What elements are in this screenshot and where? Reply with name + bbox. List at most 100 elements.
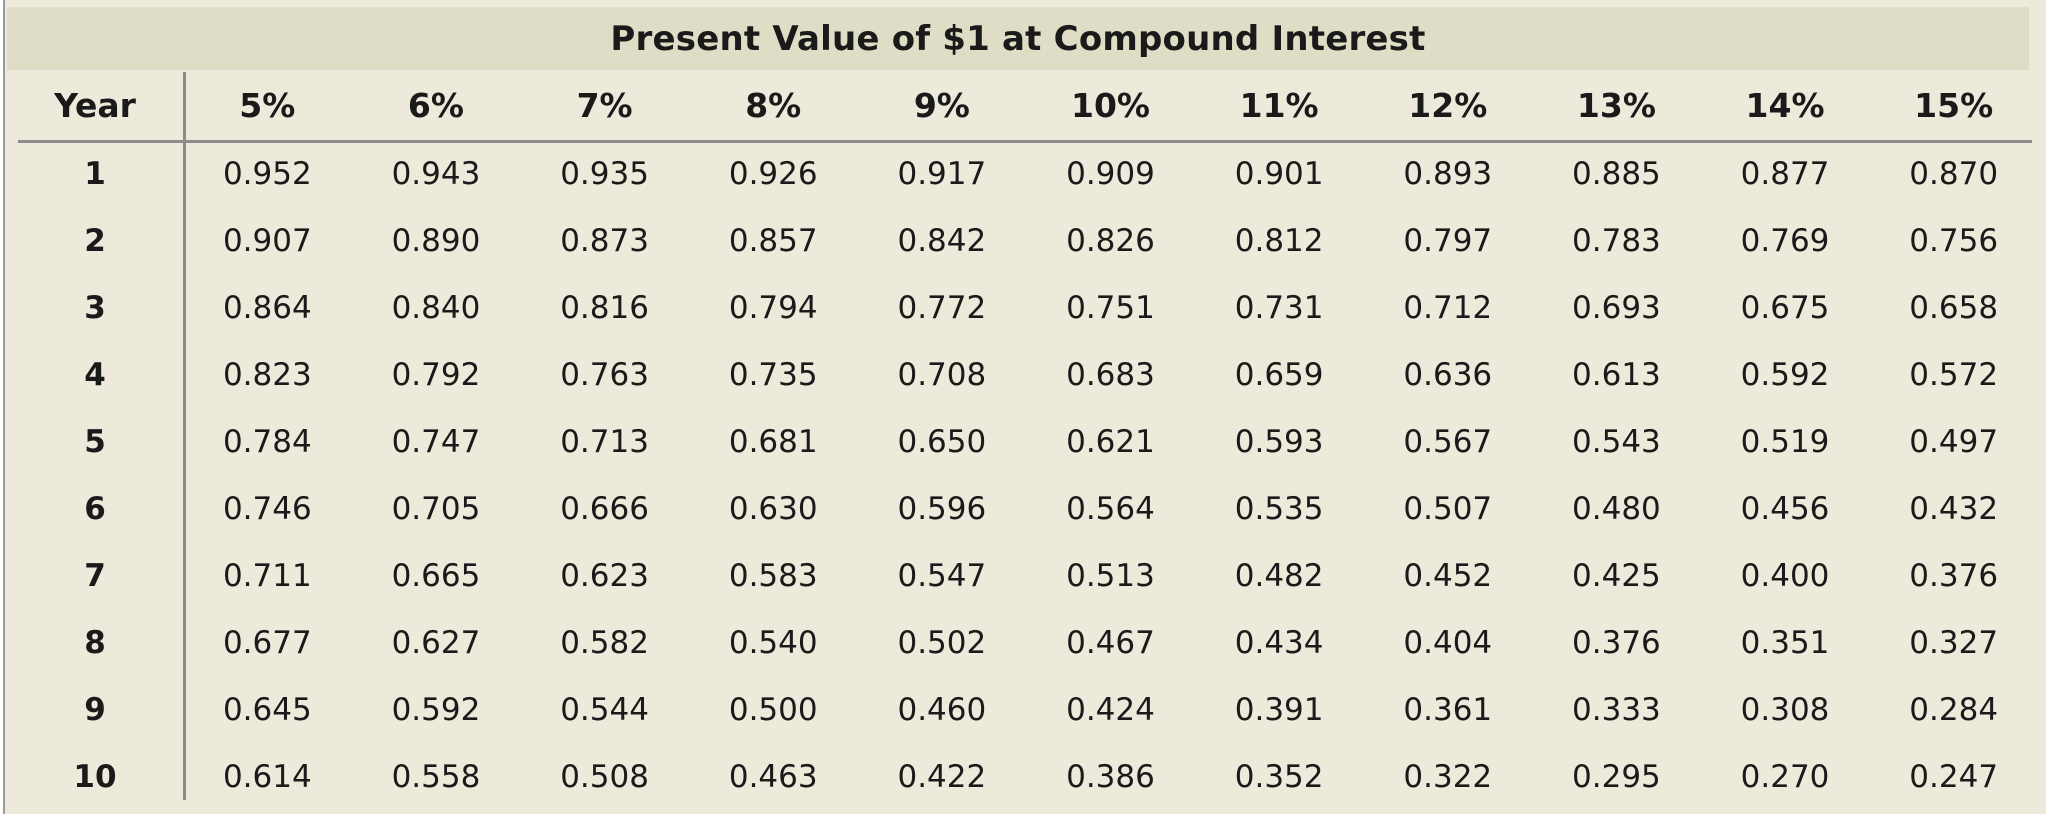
value-cell: 0.547 bbox=[897, 557, 987, 594]
value-cell: 0.885 bbox=[1572, 155, 1661, 192]
value-cell: 0.792 bbox=[391, 356, 481, 393]
year-cell: 4 bbox=[84, 356, 106, 393]
value-cell: 0.659 bbox=[1234, 356, 1324, 393]
value-cell: 0.769 bbox=[1740, 222, 1830, 259]
value-cell: 0.543 bbox=[1572, 423, 1661, 460]
value-cell: 0.583 bbox=[728, 557, 818, 594]
value-cell: 0.614 bbox=[222, 758, 312, 795]
value-cell: 0.917 bbox=[897, 155, 987, 192]
rate-column-header: 12% bbox=[1408, 85, 1488, 125]
year-cell: 5 bbox=[84, 423, 106, 460]
value-cell: 0.519 bbox=[1740, 423, 1830, 460]
value-cell: 0.425 bbox=[1572, 557, 1661, 594]
year-column-header: Year bbox=[54, 85, 136, 125]
value-cell: 0.482 bbox=[1234, 557, 1324, 594]
value-cell: 0.870 bbox=[1909, 155, 1999, 192]
value-cell: 0.731 bbox=[1234, 289, 1324, 326]
value-cell: 0.935 bbox=[560, 155, 649, 192]
rate-column-header: 10% bbox=[1070, 85, 1150, 125]
value-cell: 0.352 bbox=[1234, 758, 1324, 795]
value-cell: 0.658 bbox=[1909, 289, 1999, 326]
value-cell: 0.746 bbox=[222, 490, 312, 527]
value-cell: 0.636 bbox=[1403, 356, 1493, 393]
rate-column-header: 5% bbox=[239, 85, 296, 125]
rate-column-header: 14% bbox=[1745, 85, 1825, 125]
value-cell: 0.596 bbox=[897, 490, 987, 527]
value-cell: 0.400 bbox=[1740, 557, 1830, 594]
value-cell: 0.540 bbox=[728, 624, 818, 661]
value-cell: 0.284 bbox=[1909, 691, 1999, 728]
value-cell: 0.613 bbox=[1572, 356, 1661, 393]
value-cell: 0.823 bbox=[222, 356, 312, 393]
value-cell: 0.705 bbox=[391, 490, 481, 527]
value-cell: 0.907 bbox=[222, 222, 312, 259]
value-cell: 0.376 bbox=[1572, 624, 1661, 661]
value-cell: 0.582 bbox=[560, 624, 649, 661]
year-cell: 9 bbox=[84, 691, 106, 728]
value-cell: 0.877 bbox=[1740, 155, 1830, 192]
value-cell: 0.333 bbox=[1572, 691, 1661, 728]
table-title-band: Present Value of $1 at Compound Interest bbox=[7, 7, 2029, 70]
value-cell: 0.784 bbox=[222, 423, 312, 460]
value-cell: 0.621 bbox=[1066, 423, 1155, 460]
value-cell: 0.909 bbox=[1066, 155, 1155, 192]
rate-column-header: 11% bbox=[1239, 85, 1319, 125]
value-cell: 0.502 bbox=[897, 624, 987, 661]
value-cell: 0.713 bbox=[560, 423, 649, 460]
year-cell: 8 bbox=[84, 624, 106, 661]
value-cell: 0.901 bbox=[1234, 155, 1324, 192]
value-cell: 0.424 bbox=[1066, 691, 1155, 728]
value-cell: 0.826 bbox=[1066, 222, 1155, 259]
value-cell: 0.592 bbox=[1740, 356, 1830, 393]
value-cell: 0.308 bbox=[1740, 691, 1830, 728]
value-cell: 0.812 bbox=[1234, 222, 1324, 259]
value-cell: 0.361 bbox=[1403, 691, 1493, 728]
value-cell: 0.452 bbox=[1403, 557, 1493, 594]
value-cell: 0.497 bbox=[1909, 423, 1999, 460]
value-cell: 0.772 bbox=[897, 289, 987, 326]
value-cell: 0.890 bbox=[391, 222, 481, 259]
value-cell: 0.893 bbox=[1403, 155, 1493, 192]
rate-column-header: 9% bbox=[913, 85, 970, 125]
year-cell: 6 bbox=[84, 490, 106, 527]
present-value-table: Present Value of $1 at Compound Interest… bbox=[7, 7, 2038, 814]
value-cell: 0.666 bbox=[560, 490, 649, 527]
year-cell: 1 bbox=[84, 155, 106, 192]
rate-column-header: 13% bbox=[1576, 85, 1656, 125]
value-cell: 0.507 bbox=[1403, 490, 1493, 527]
rate-column-header: 6% bbox=[407, 85, 464, 125]
value-cell: 0.391 bbox=[1234, 691, 1324, 728]
value-cell: 0.592 bbox=[391, 691, 481, 728]
table-title: Present Value of $1 at Compound Interest bbox=[610, 18, 1426, 59]
header-underline-rule bbox=[18, 140, 2032, 143]
value-cell: 0.376 bbox=[1909, 557, 1999, 594]
value-cell: 0.513 bbox=[1066, 557, 1155, 594]
value-cell: 0.463 bbox=[728, 758, 818, 795]
value-cell: 0.708 bbox=[897, 356, 987, 393]
value-cell: 0.683 bbox=[1066, 356, 1155, 393]
value-cell: 0.432 bbox=[1909, 490, 1999, 527]
value-cell: 0.564 bbox=[1066, 490, 1155, 527]
value-cell: 0.295 bbox=[1572, 758, 1661, 795]
value-cell: 0.675 bbox=[1740, 289, 1830, 326]
value-cell: 0.322 bbox=[1403, 758, 1493, 795]
rate-column-header: 7% bbox=[576, 85, 633, 125]
value-cell: 0.840 bbox=[391, 289, 481, 326]
value-cell: 0.665 bbox=[391, 557, 481, 594]
value-cell: 0.693 bbox=[1572, 289, 1661, 326]
value-cell: 0.842 bbox=[897, 222, 987, 259]
value-cell: 0.386 bbox=[1066, 758, 1155, 795]
year-column-separator-rule bbox=[183, 72, 186, 800]
value-cell: 0.926 bbox=[728, 155, 818, 192]
value-cell: 0.864 bbox=[222, 289, 312, 326]
value-cell: 0.747 bbox=[391, 423, 481, 460]
value-cell: 0.535 bbox=[1234, 490, 1324, 527]
value-cell: 0.735 bbox=[728, 356, 818, 393]
value-cell: 0.480 bbox=[1572, 490, 1661, 527]
value-cell: 0.460 bbox=[897, 691, 987, 728]
value-cell: 0.816 bbox=[560, 289, 649, 326]
value-cell: 0.650 bbox=[897, 423, 987, 460]
value-cell: 0.558 bbox=[391, 758, 481, 795]
year-cell: 3 bbox=[84, 289, 106, 326]
